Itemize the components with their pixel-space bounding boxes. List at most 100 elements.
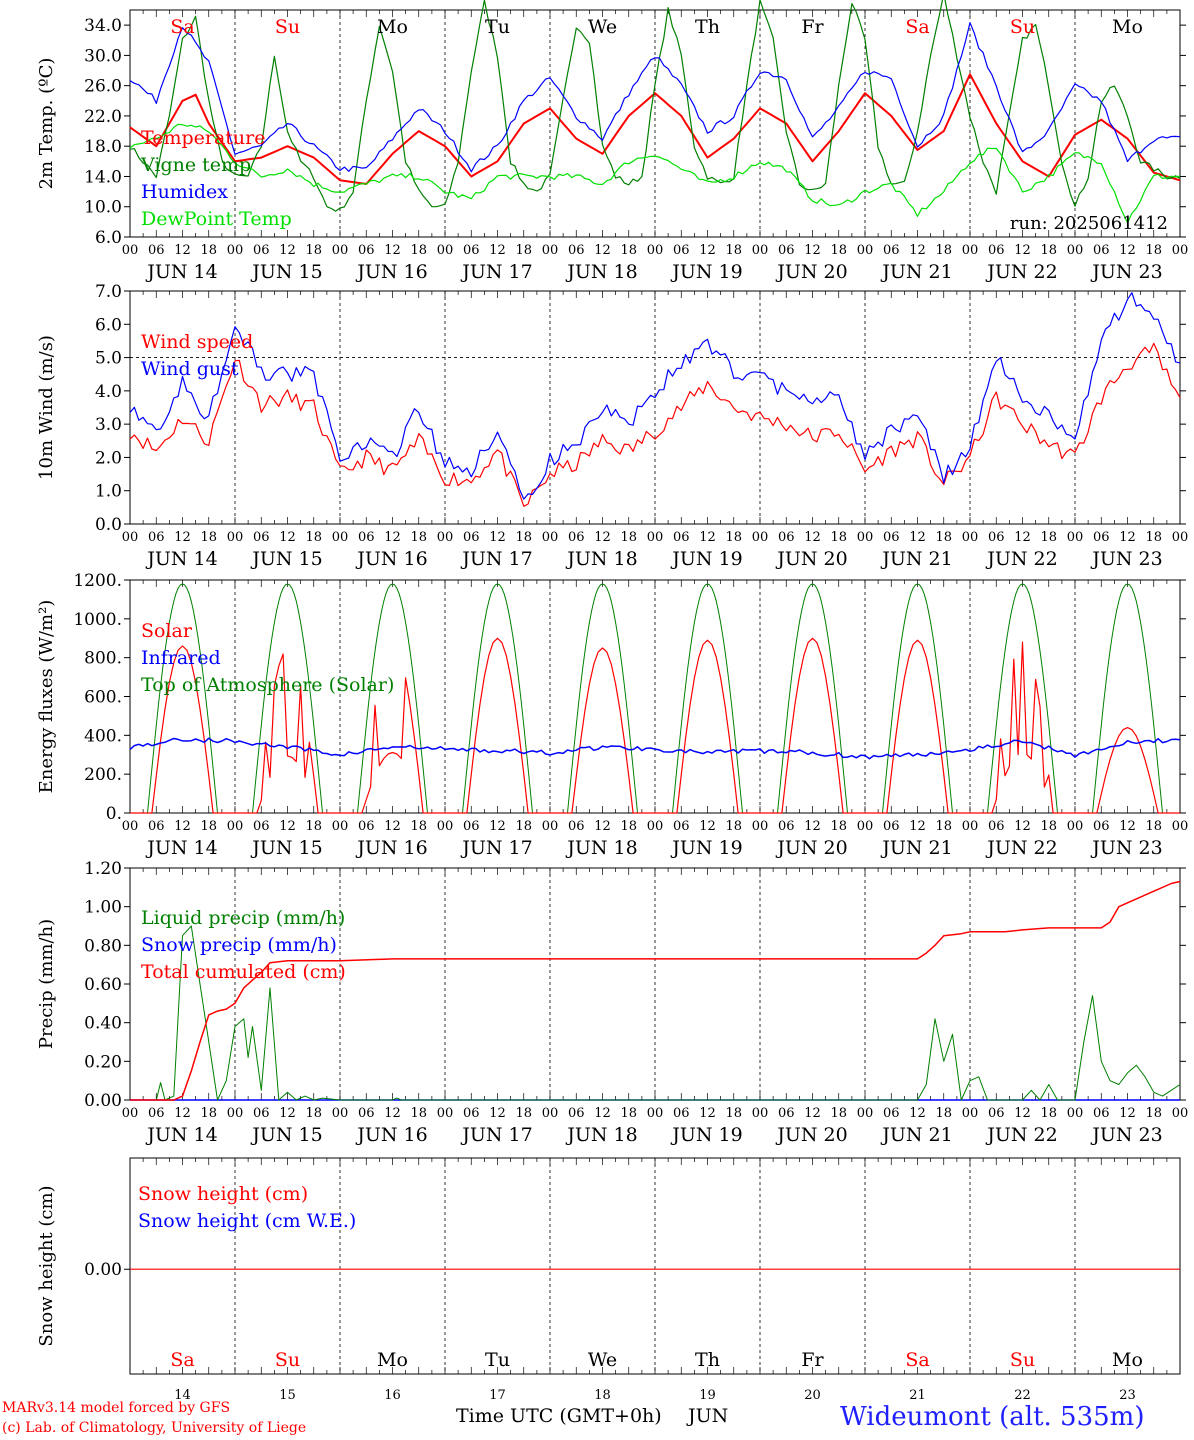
x-date-label: JUN 22: [985, 837, 1057, 859]
x-hour-label: 12: [1014, 1106, 1031, 1121]
x-hour-label: 06: [253, 243, 270, 258]
x-hour-label: 06: [568, 819, 585, 834]
y-tick-label: 1000.: [73, 610, 122, 630]
x-date-label: JUN 22: [985, 1124, 1057, 1146]
x-hour-label: 00: [857, 243, 874, 258]
weekday-label: Sa: [905, 1349, 929, 1371]
y-tick-label: 0.: [106, 804, 122, 824]
x-hour-label: 12: [384, 243, 401, 258]
x-hour-label: 18: [830, 819, 847, 834]
x-hour-label: 00: [752, 1106, 769, 1121]
x-hour-label: 00: [542, 1106, 559, 1121]
x-hour-label: 00: [542, 819, 559, 834]
x-date-label: JUN 18: [565, 1124, 637, 1146]
x-hour-label: 12: [1119, 819, 1136, 834]
x-hour-label: 06: [358, 530, 375, 545]
x-axis-title: Time UTC (GMT+0h): [456, 1405, 662, 1427]
x-date-label: JUN 16: [355, 548, 427, 570]
weekday-label: Su: [275, 16, 300, 38]
x-hour-label: 18: [830, 243, 847, 258]
x-hour-label: 00: [857, 530, 874, 545]
legend-entry: Humidex: [141, 181, 228, 203]
x-hour-label: 12: [174, 1106, 191, 1121]
x-date-label: JUN 15: [250, 261, 322, 283]
y-tick-label: 10.0: [84, 198, 122, 218]
x-date-label: JUN 20: [775, 548, 847, 570]
x-date-label: JUN 16: [355, 837, 427, 859]
x-hour-label: 12: [279, 530, 296, 545]
x-hour-label: 00: [332, 530, 349, 545]
x-hour-label: 06: [988, 530, 1005, 545]
x-date-label: JUN 21: [880, 1124, 952, 1146]
x-hour-label: 18: [515, 1106, 532, 1121]
x-hour-label: 06: [673, 1106, 690, 1121]
series-line: [129, 342, 1181, 507]
x-hour-label: 18: [935, 1106, 952, 1121]
y-tick-label: 7.0: [95, 282, 122, 302]
x-hour-label: 06: [568, 1106, 585, 1121]
x-date-label: JUN 18: [565, 837, 637, 859]
x-hour-label: 12: [594, 1106, 611, 1121]
y-tick-label: 5.0: [95, 349, 122, 369]
x-hour-label: 00: [857, 819, 874, 834]
x-hour-label: 00: [542, 243, 559, 258]
x-hour-label: 18: [1145, 530, 1162, 545]
y-tick-label: 3.0: [95, 415, 122, 435]
x-hour-label: 12: [594, 243, 611, 258]
x-hour-label: 06: [883, 1106, 900, 1121]
x-hour-label: 18: [620, 1106, 637, 1121]
y-tick-label: 4.0: [95, 382, 122, 402]
y-tick-label: 1.00: [84, 898, 122, 918]
weekday-label: Tu: [485, 16, 510, 38]
x-hour-label: 12: [699, 243, 716, 258]
x-hour-label: 18: [725, 819, 742, 834]
x-hour-label: 12: [279, 819, 296, 834]
x-date-label: JUN 17: [460, 837, 532, 859]
x-date-label: JUN 23: [1090, 261, 1162, 283]
x-date-label: JUN 19: [670, 1124, 742, 1146]
x-date-label: JUN 14: [145, 261, 217, 283]
x-date-label: JUN 22: [985, 261, 1057, 283]
series-line: [129, 737, 1181, 760]
x-date-label: JUN 18: [565, 261, 637, 283]
run-label: run: 2025061412: [1010, 213, 1168, 234]
y-tick-label: 0.20: [84, 1052, 122, 1072]
x-hour-label: 06: [568, 243, 585, 258]
x-hour-label: 18: [1040, 1106, 1057, 1121]
x-hour-label: 12: [489, 1106, 506, 1121]
x-hour-label: 12: [384, 1106, 401, 1121]
x-date-label: JUN 16: [355, 1124, 427, 1146]
legend-entry: Snow precip (mm/h): [141, 934, 337, 956]
x-hour-label: 12: [804, 530, 821, 545]
y-tick-label: 200.: [84, 765, 122, 785]
y-tick-label: 1200.: [73, 571, 122, 591]
y-tick-label: 2.0: [95, 448, 122, 468]
y-tick-label: 0.00: [84, 1091, 122, 1111]
legend-entry: DewPoint Temp: [141, 208, 292, 230]
x-date-label: JUN 23: [1090, 548, 1162, 570]
x-hour-label: 06: [778, 819, 795, 834]
x-hour-label: 06: [778, 1106, 795, 1121]
x-hour-label: 18: [200, 243, 217, 258]
legend-entry: Snow height (cm): [138, 1183, 308, 1205]
x-hour-label: 00: [647, 530, 664, 545]
x-hour-label: 12: [909, 1106, 926, 1121]
x-hour-label: 18: [1145, 819, 1162, 834]
legend-entry: Total cumulated (cm): [141, 961, 346, 983]
x-date-label: JUN 21: [880, 837, 952, 859]
x-hour-label: 12: [384, 819, 401, 834]
x-hour-label: 00: [1067, 530, 1084, 545]
x-hour-label: 18: [1145, 1106, 1162, 1121]
x-date-number: 20: [804, 1388, 821, 1403]
x-hour-label: 12: [279, 1106, 296, 1121]
x-date-label: JUN 19: [670, 548, 742, 570]
x-hour-label: 12: [1014, 819, 1031, 834]
x-hour-label: 18: [410, 1106, 427, 1121]
x-hour-label: 18: [1145, 243, 1162, 258]
x-hour-label: 18: [830, 1106, 847, 1121]
x-hour-label: 18: [515, 243, 532, 258]
y-tick-label: 30.0: [84, 46, 122, 66]
x-hour-label: 00: [122, 530, 139, 545]
x-date-label: JUN 20: [775, 261, 847, 283]
